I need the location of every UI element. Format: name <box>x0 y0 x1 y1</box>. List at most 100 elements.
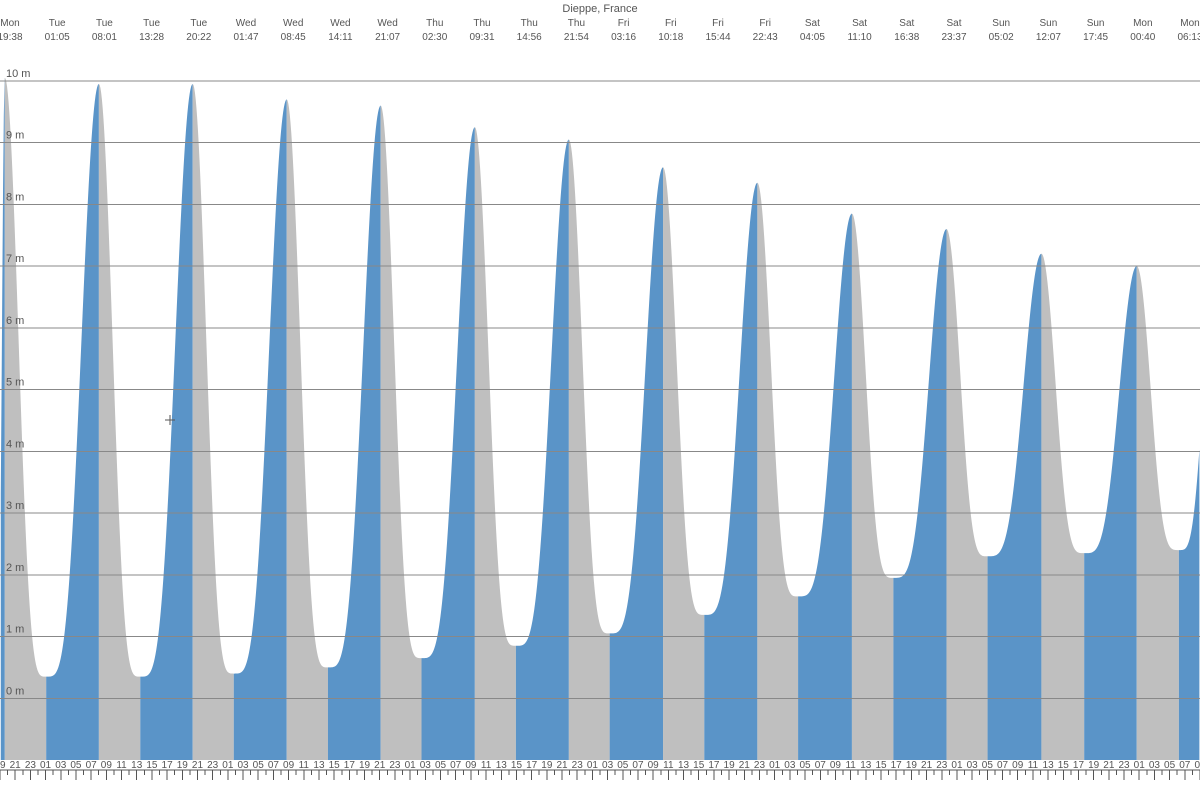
tide-event-day: Thu <box>473 18 490 29</box>
x-axis-label: 03 <box>1149 760 1161 771</box>
x-axis-label: 15 <box>511 760 523 771</box>
x-axis-label: 15 <box>693 760 705 771</box>
tide-event-day: Sat <box>805 18 820 29</box>
x-axis-label: 17 <box>708 760 720 771</box>
x-axis-label: 17 <box>1073 760 1085 771</box>
x-axis-label: 19 <box>541 760 553 771</box>
x-axis-label: 07 <box>450 760 462 771</box>
x-axis-label: 09 <box>465 760 477 771</box>
y-axis-label: 2 m <box>6 562 24 574</box>
x-axis-label: 23 <box>1118 760 1130 771</box>
x-axis-label: 01 <box>405 760 417 771</box>
tide-event-day: Tue <box>49 18 66 29</box>
tide-event-time: 23:37 <box>941 32 966 43</box>
x-axis-label: 13 <box>1043 760 1055 771</box>
x-axis-label: 23 <box>936 760 948 771</box>
x-axis-label: 13 <box>131 760 143 771</box>
tide-event-day: Mon <box>0 18 19 29</box>
x-axis-label: 01 <box>1134 760 1146 771</box>
x-axis-label: 11 <box>299 760 310 771</box>
tide-event-day: Tue <box>143 18 160 29</box>
y-axis-label: 5 m <box>6 377 24 389</box>
x-axis-label: 03 <box>784 760 796 771</box>
tide-event-time: 16:38 <box>894 32 919 43</box>
y-axis-label: 3 m <box>6 500 24 512</box>
tide-event-time: 14:11 <box>328 32 353 43</box>
tide-event-day: Mon <box>1133 18 1152 29</box>
chart-svg: 0 m1 m2 m3 m4 m5 m6 m7 m8 m9 m10 m192123… <box>0 0 1200 800</box>
y-axis-label: 10 m <box>6 68 30 80</box>
x-axis-label: 05 <box>435 760 447 771</box>
tide-event-day: Mon <box>1180 18 1199 29</box>
tide-event-time: 03:16 <box>611 32 636 43</box>
x-axis-label: 13 <box>496 760 508 771</box>
x-axis-label: 09 <box>648 760 660 771</box>
tide-event-day: Wed <box>283 18 303 29</box>
x-axis-label: 19 <box>906 760 918 771</box>
x-axis-label: 01 <box>587 760 599 771</box>
tide-event-time: 01:47 <box>233 32 258 43</box>
tide-event-time: 21:07 <box>375 32 400 43</box>
tide-event-time: 00:40 <box>1130 32 1155 43</box>
tide-event-day: Thu <box>521 18 538 29</box>
tide-event-time: 02:30 <box>422 32 447 43</box>
x-axis-label: 05 <box>253 760 265 771</box>
x-axis-label: 21 <box>739 760 751 771</box>
x-axis-label: 09 <box>1012 760 1024 771</box>
tide-event-day: Fri <box>618 18 630 29</box>
tide-event-day: Thu <box>568 18 585 29</box>
tide-event-day: Wed <box>330 18 350 29</box>
x-axis-label: 07 <box>86 760 98 771</box>
x-axis-label: 21 <box>1103 760 1115 771</box>
x-axis-label: 21 <box>921 760 933 771</box>
tide-event-time: 08:01 <box>92 32 117 43</box>
tide-event-time: 21:54 <box>564 32 589 43</box>
x-axis-label: 19 <box>0 760 6 771</box>
tide-event-time: 15:44 <box>705 32 730 43</box>
x-axis-label: 05 <box>1164 760 1176 771</box>
x-axis-label: 17 <box>891 760 903 771</box>
tide-event-time: 14:56 <box>517 32 542 43</box>
y-axis-label: 4 m <box>6 438 24 450</box>
x-axis-label: 07 <box>268 760 280 771</box>
tide-chart: 0 m1 m2 m3 m4 m5 m6 m7 m8 m9 m10 m192123… <box>0 0 1200 800</box>
x-axis-label: 23 <box>25 760 37 771</box>
x-axis-label: 09 <box>830 760 842 771</box>
x-axis-label: 11 <box>663 760 674 771</box>
x-axis-label: 19 <box>1088 760 1100 771</box>
x-axis-label: 05 <box>70 760 82 771</box>
tide-event-day: Sun <box>1040 18 1058 29</box>
x-axis-label: 21 <box>374 760 386 771</box>
x-axis-label: 13 <box>678 760 690 771</box>
tide-event-day: Tue <box>96 18 113 29</box>
x-axis-label: 01 <box>40 760 52 771</box>
tide-event-day: Wed <box>377 18 397 29</box>
x-axis-label: 15 <box>1058 760 1070 771</box>
tide-event-time: 17:45 <box>1083 32 1108 43</box>
x-axis-label: 01 <box>222 760 234 771</box>
y-axis-label: 0 m <box>6 685 24 697</box>
x-axis-label: 19 <box>724 760 736 771</box>
x-axis-label: 05 <box>800 760 812 771</box>
x-axis-label: 03 <box>55 760 67 771</box>
x-axis-label: 21 <box>556 760 568 771</box>
x-axis-label: 11 <box>845 760 856 771</box>
y-axis-label: 6 m <box>6 315 24 327</box>
x-axis-label: 19 <box>359 760 371 771</box>
x-axis-label: 15 <box>875 760 887 771</box>
x-axis-label: 11 <box>116 760 127 771</box>
chart-title: Dieppe, France <box>562 3 637 15</box>
x-axis-label: 19 <box>177 760 189 771</box>
x-axis-label: 15 <box>329 760 341 771</box>
tide-event-time: 22:43 <box>753 32 778 43</box>
x-axis-label: 11 <box>1028 760 1039 771</box>
tide-event-time: 04:05 <box>800 32 825 43</box>
tide-event-time: 11:10 <box>847 32 872 43</box>
x-axis-label: 01 <box>951 760 963 771</box>
x-axis-label: 07 <box>1179 760 1191 771</box>
x-axis-label: 21 <box>192 760 204 771</box>
tide-event-day: Fri <box>712 18 724 29</box>
tide-event-time: 01:05 <box>45 32 70 43</box>
x-axis-label: 09 <box>101 760 113 771</box>
x-axis-label: 07 <box>632 760 644 771</box>
